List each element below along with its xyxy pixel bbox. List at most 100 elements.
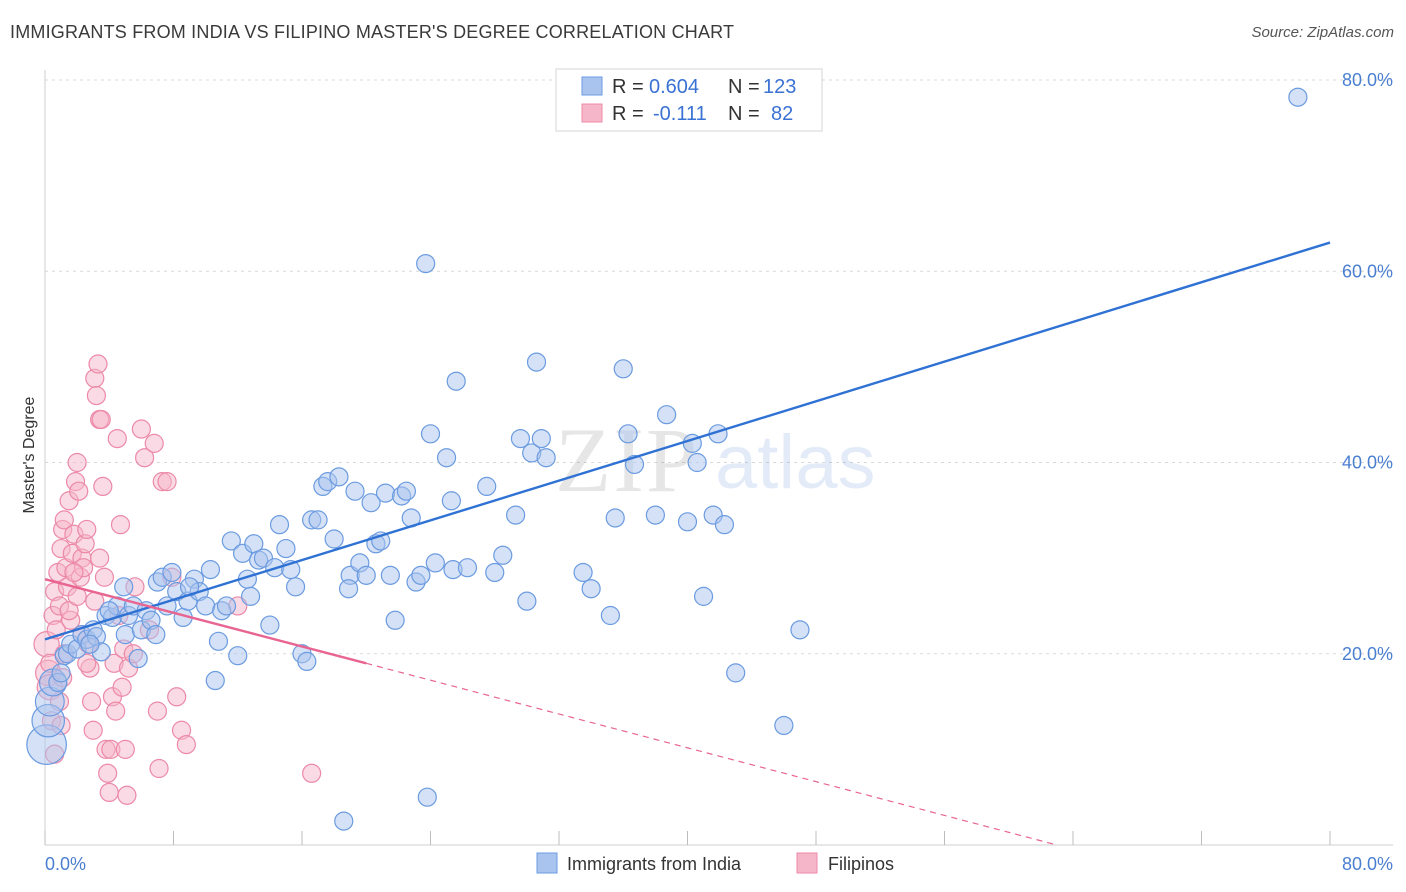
india-point-101 xyxy=(645,505,665,525)
india-point-82 xyxy=(446,371,466,391)
india-point-105 xyxy=(687,452,707,473)
india-point-33 xyxy=(196,596,216,616)
india-point-95 xyxy=(581,579,601,599)
y-tick-label-0: 20.0% xyxy=(1342,644,1393,664)
legend-r-value-filipino: -0.111 xyxy=(653,103,707,125)
filipino-point-43 xyxy=(106,701,126,721)
india-point-93 xyxy=(536,448,556,468)
india-point-120 xyxy=(241,586,261,606)
india-point-99 xyxy=(618,424,638,444)
india-point-48 xyxy=(276,538,296,559)
x-tick-labels: 0.0% 80.0% xyxy=(45,854,1393,874)
india-point-106 xyxy=(693,586,714,606)
filipino-point-54 xyxy=(134,448,155,468)
india-trend-line xyxy=(44,241,1331,641)
india-point-47 xyxy=(269,515,290,535)
legend-r-value-india: 0.604 xyxy=(649,76,699,98)
india-point-112 xyxy=(790,620,810,640)
filipino-point-75 xyxy=(90,548,110,568)
filipino-point-25 xyxy=(77,519,97,540)
filipino-point-68 xyxy=(64,562,84,583)
india-point-38 xyxy=(221,531,241,551)
filipino-point-47 xyxy=(112,677,132,697)
correlation-legend: R = 0.604 N = 123 R = -0.111 N = 82 xyxy=(555,68,823,132)
india-point-94 xyxy=(573,562,593,583)
legend-r-label-india: R = xyxy=(612,76,644,98)
filipino-point-34 xyxy=(91,409,111,430)
series-legend: Immigrants from India Filipinos xyxy=(536,852,894,874)
india-point-98 xyxy=(613,359,633,379)
filipino-point-28 xyxy=(81,691,102,712)
india-point-116 xyxy=(80,634,100,654)
filipino-point-77 xyxy=(302,763,322,783)
filipino-point-29 xyxy=(83,720,103,740)
india-point-68 xyxy=(380,565,400,585)
india-point-71 xyxy=(396,481,417,501)
india-point-102 xyxy=(657,405,677,425)
india-point-121 xyxy=(338,579,359,599)
filipino-point-61 xyxy=(167,687,187,707)
india-point-91 xyxy=(526,352,547,372)
filipino-trend-extension xyxy=(366,662,1058,846)
india-point-74 xyxy=(411,565,431,585)
india-point-86 xyxy=(493,545,513,565)
filipino-point-31 xyxy=(86,385,107,406)
india-point-37 xyxy=(216,596,237,616)
filipino-point-57 xyxy=(149,758,169,779)
india-point-64 xyxy=(361,493,381,513)
filipino-point-39 xyxy=(99,782,119,803)
filipino-point-56 xyxy=(144,433,164,453)
india-point-27 xyxy=(162,562,182,583)
india-point-87 xyxy=(506,505,526,525)
india-point-122 xyxy=(208,631,229,651)
bottom-legend-swatch-filipino xyxy=(796,852,818,874)
source-credit: Source: ZipAtlas.com xyxy=(1251,24,1394,41)
filipino-point-50 xyxy=(117,785,137,805)
filipino-point-49 xyxy=(115,739,135,759)
x-tick-label-max: 80.0% xyxy=(1342,854,1393,874)
india-point-18 xyxy=(115,625,135,645)
filipino-point-63 xyxy=(176,734,196,755)
filipino-point-11 xyxy=(54,510,74,530)
india-point-63 xyxy=(356,565,376,585)
bottom-legend-label-filipino: Filipinos xyxy=(828,854,894,874)
india-point-52 xyxy=(297,651,317,672)
x-tick-label-min: 0.0% xyxy=(45,854,86,874)
india-point-54 xyxy=(308,510,328,530)
india-point-97 xyxy=(605,508,625,528)
india-point-115 xyxy=(51,663,71,683)
legend-n-value-filipino: 82 xyxy=(771,103,793,125)
filipino-point-44 xyxy=(107,428,127,449)
filipino-point-67 xyxy=(59,601,79,621)
india-point-96 xyxy=(600,605,621,626)
india-point-109 xyxy=(714,515,735,535)
filipino-point-35 xyxy=(93,476,113,497)
india-point-84 xyxy=(477,476,497,497)
filipino-point-59 xyxy=(157,472,177,492)
chart-title: IMMIGRANTS FROM INDIA VS FILIPINO MASTER… xyxy=(10,22,735,42)
y-tick-label-1: 40.0% xyxy=(1342,453,1393,473)
india-point-111 xyxy=(774,715,794,736)
bottom-legend-label-india: Immigrants from India xyxy=(567,854,742,874)
india-point-103 xyxy=(677,512,698,532)
india-point-76 xyxy=(417,787,437,807)
india-point-113 xyxy=(1288,87,1308,107)
india-point-75 xyxy=(416,254,436,274)
filipino-point-78 xyxy=(147,701,168,721)
india-point-57 xyxy=(324,529,344,549)
filipino-trend-line xyxy=(44,578,367,665)
filipino-point-46 xyxy=(110,515,131,535)
india-point-34 xyxy=(200,559,221,580)
watermark-atlas: atlas xyxy=(715,420,876,505)
india-point-50 xyxy=(285,577,306,597)
india-point-59 xyxy=(334,811,354,831)
india-point-80 xyxy=(441,491,461,511)
gridlines xyxy=(45,79,1393,655)
filipino-point-32 xyxy=(88,354,108,374)
filipino-point-53 xyxy=(131,419,151,439)
india-point-16 xyxy=(114,577,134,597)
filipino-point-19 xyxy=(67,452,87,473)
watermark: ZIP atlas xyxy=(555,409,876,511)
y-axis-title: Master's Degree xyxy=(21,396,38,513)
india-point-58 xyxy=(329,467,349,487)
